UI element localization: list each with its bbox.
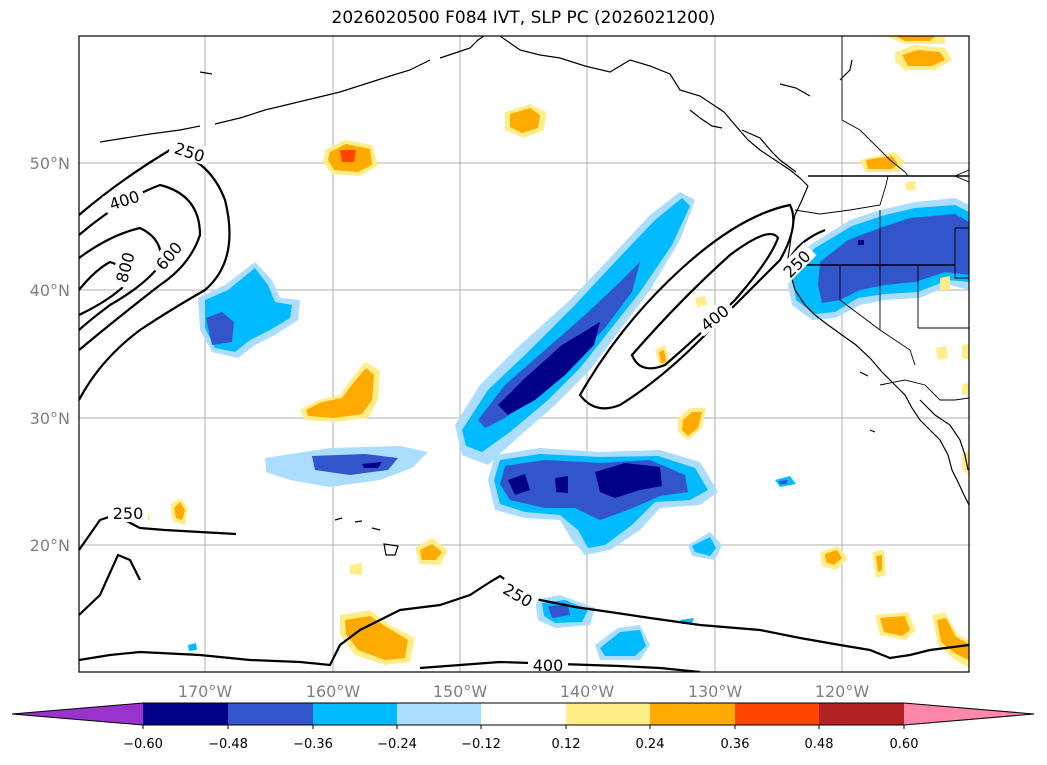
colorbar-tick-label: 0.24	[636, 737, 665, 752]
colorbar-tick-label: 0.12	[552, 737, 581, 752]
colorbar-extend-low	[12, 703, 143, 725]
political-borders	[794, 36, 969, 401]
map-title: 2026020500 F084 IVT, SLP PC (2026021200)	[331, 8, 716, 28]
colorbar-segment	[481, 703, 566, 725]
colorbar-segment	[228, 703, 313, 725]
map-frame	[78, 35, 970, 673]
gridlines	[79, 36, 969, 672]
coastlines	[99, 36, 969, 556]
colorbar-segment	[313, 703, 397, 725]
colorbar-segment	[566, 703, 650, 725]
colorbar-tick-label: −0.36	[293, 737, 333, 752]
colorbar-extend-high	[904, 703, 1034, 725]
colorbar-segment	[819, 703, 904, 725]
lon-label-130w: 130°W	[688, 682, 743, 701]
colorbar-tick-label: 0.60	[890, 737, 919, 752]
colorbar-segment	[143, 703, 228, 725]
lon-label-150w: 150°W	[433, 682, 488, 701]
colorbar-segment	[397, 703, 481, 725]
latitude-labels: 50°N 40°N 30°N 20°N	[30, 154, 70, 555]
colorbar-segment	[735, 703, 819, 725]
lon-label-170w: 170°W	[178, 682, 233, 701]
contour-label: 400	[533, 656, 564, 675]
lat-label-50n: 50°N	[30, 154, 70, 173]
positive-anomaly-shading	[135, 36, 969, 668]
contour-label: 250	[113, 504, 144, 523]
lon-label-160w: 160°W	[306, 682, 361, 701]
lat-label-40n: 40°N	[30, 281, 70, 300]
lon-label-120w: 120°W	[815, 682, 870, 701]
negative-anomaly-shading	[188, 192, 969, 660]
colorbar: −0.60 −0.48 −0.36 −0.24 −0.12 0.12 0.24 …	[11, 702, 1035, 752]
colorbar-tick-label: 0.48	[805, 737, 834, 752]
colorbar-tick-label: −0.48	[208, 737, 248, 752]
colorbar-tick-label: −0.12	[461, 737, 501, 752]
lat-label-30n: 30°N	[30, 409, 70, 428]
lat-label-20n: 20°N	[30, 536, 70, 555]
colorbar-tick-label: 0.36	[721, 737, 750, 752]
lon-label-140w: 140°W	[560, 682, 615, 701]
longitude-labels: 170°W 160°W 150°W 140°W 130°W 120°W	[178, 682, 870, 701]
colorbar-tick-label: −0.60	[123, 737, 163, 752]
colorbar-tick-label: −0.24	[377, 737, 417, 752]
colorbar-segment	[650, 703, 735, 725]
